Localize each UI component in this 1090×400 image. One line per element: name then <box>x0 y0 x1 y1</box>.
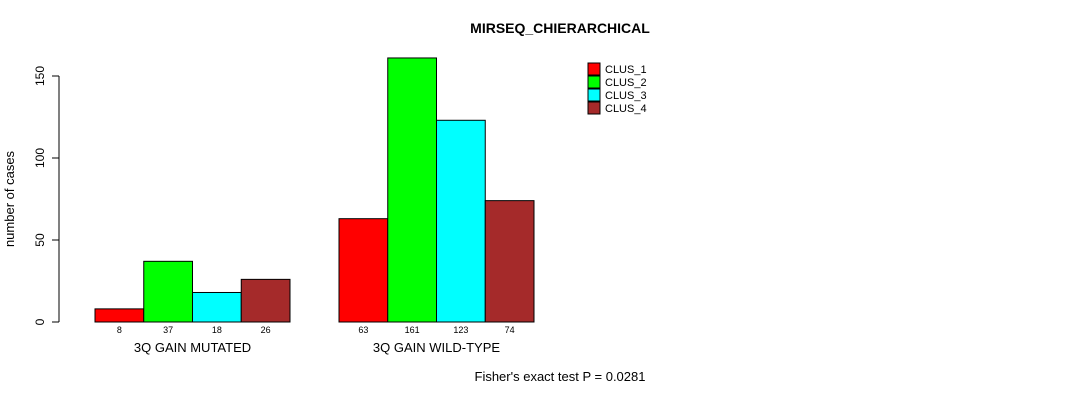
annotation-fisher-test: Fisher's exact test P = 0.0281 <box>475 369 646 384</box>
y-tick-label: 150 <box>33 66 47 86</box>
bar-CLUS_2 <box>143 260 193 323</box>
plot-area: 0 50 100 150 8 37 18 26 3Q GAIN MUTATED 63 161 123 7… <box>33 57 535 355</box>
bar-CLUS_3 <box>436 119 486 323</box>
chart-title: MIRSEQ_CHIERARCHICAL <box>470 20 650 36</box>
category-label: 3Q GAIN WILD-TYPE <box>373 340 500 355</box>
bar-CLUS_2 <box>387 57 437 323</box>
legend-label-CLUS_3: CLUS_3 <box>605 90 647 102</box>
bar-value-label: 8 <box>117 325 122 335</box>
bar-CLUS_1 <box>94 308 145 323</box>
bar-CLUS_3 <box>192 291 242 323</box>
bar-CLUS_4 <box>484 200 535 323</box>
legend-swatch-CLUS_2 <box>587 75 601 89</box>
y-tick-label: 0 <box>33 318 47 325</box>
category-label: 3Q GAIN MUTATED <box>134 340 251 355</box>
legend-swatch-CLUS_4 <box>587 101 601 115</box>
bar-CLUS_1 <box>338 218 389 323</box>
bar-value-label: 18 <box>212 325 222 335</box>
legend-swatch-CLUS_1 <box>587 62 601 76</box>
bar-value-label: 74 <box>505 325 515 335</box>
bar-CLUS_4 <box>240 278 291 323</box>
legend-swatch-CLUS_3 <box>587 88 601 102</box>
y-axis-label: number of cases <box>2 150 17 247</box>
bar-value-label: 161 <box>405 325 420 335</box>
legend-label-CLUS_1: CLUS_1 <box>605 64 647 76</box>
bar-value-label: 37 <box>163 325 173 335</box>
bar-value-label: 123 <box>453 325 468 335</box>
y-tick-label: 50 <box>33 233 47 247</box>
bar-value-label: 26 <box>261 325 271 335</box>
bar-value-label: 63 <box>358 325 368 335</box>
y-tick-label: 100 <box>33 148 47 168</box>
legend-label-CLUS_4: CLUS_4 <box>605 103 647 115</box>
legend-label-CLUS_2: CLUS_2 <box>605 77 647 89</box>
